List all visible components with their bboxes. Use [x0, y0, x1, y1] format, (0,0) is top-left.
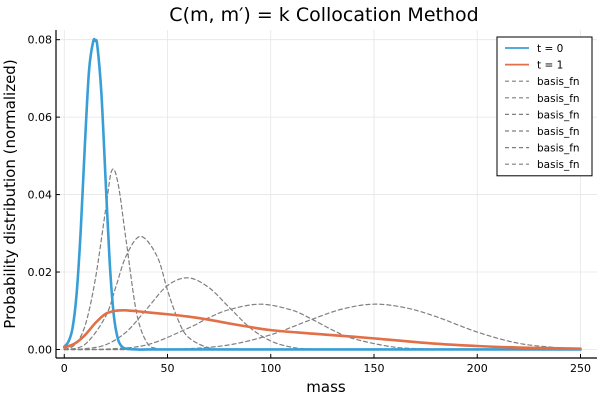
- series-line-basis-fn: [63, 303, 582, 351]
- series-line-basis-fn: [63, 235, 272, 351]
- x-tick-label: 150: [363, 362, 384, 375]
- series-line-1: [62, 37, 582, 351]
- y-tick-label: 0.02: [28, 266, 53, 279]
- legend-label: basis_fn: [537, 143, 580, 155]
- series-line-basis-fn: [63, 303, 478, 351]
- legend-box: [496, 36, 593, 177]
- x-tick-label: 200: [467, 362, 488, 375]
- legend-label: t = 1: [537, 60, 563, 72]
- legend-label: basis_fn: [537, 159, 580, 171]
- y-tick-label: 0.00: [28, 343, 53, 356]
- legend-label: basis_fn: [537, 76, 580, 88]
- legend-label: basis_fn: [537, 126, 580, 138]
- axes: [55, 30, 597, 359]
- y-axis-label: Probability distribution (normalized): [1, 59, 19, 328]
- plot-area: [62, 37, 582, 351]
- x-tick-label: 0: [61, 362, 68, 375]
- legend-label: basis_fn: [537, 93, 580, 105]
- tick-labels: 0 50 100 150 200 250 0.00 0.02 0.04 0.06 0.08: [28, 34, 591, 375]
- x-tick-label: 250: [570, 362, 591, 375]
- y-tick-label: 0.08: [28, 34, 53, 47]
- legend-label: basis_fn: [537, 109, 580, 121]
- y-tick-label: 0.04: [28, 189, 53, 202]
- legend: t = 0 t = 1 basis_fn basis_fn basis_fn basis_…: [496, 36, 593, 177]
- x-tick-label: 50: [161, 362, 175, 375]
- y-tick-label: 0.06: [28, 111, 53, 124]
- series-line-basis-fn: [63, 277, 354, 351]
- x-tick-label: 100: [260, 362, 281, 375]
- x-axis-label: mass: [306, 378, 346, 396]
- legend-label: t = 0: [537, 43, 563, 55]
- chart-title: C(m, m′) = k Collocation Method: [169, 4, 478, 26]
- series-line-2: [62, 309, 582, 351]
